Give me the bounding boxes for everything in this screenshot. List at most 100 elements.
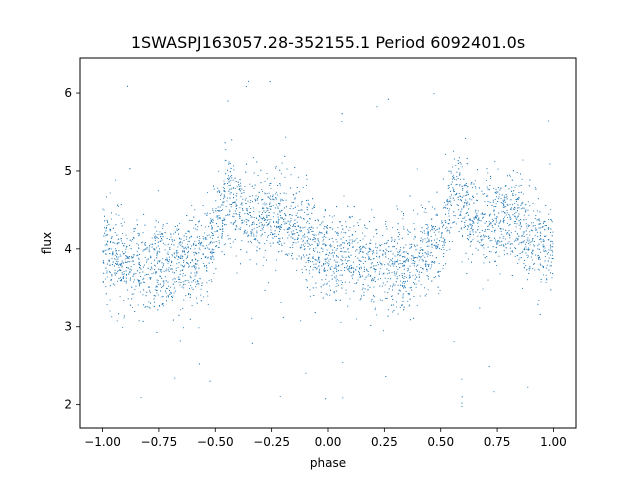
data-point <box>369 250 371 252</box>
data-point <box>358 267 361 269</box>
data-point <box>325 244 327 246</box>
data-point <box>331 265 333 268</box>
data-point <box>301 200 303 202</box>
data-point <box>336 268 338 270</box>
data-point <box>192 288 194 291</box>
data-point <box>317 220 319 222</box>
data-point <box>348 216 350 218</box>
data-point <box>358 272 360 274</box>
data-point <box>211 226 213 228</box>
data-point <box>157 294 159 296</box>
data-point <box>204 238 206 240</box>
data-point <box>495 264 497 267</box>
data-point <box>422 232 424 234</box>
data-point <box>126 85 129 87</box>
data-point <box>462 189 464 191</box>
data-point <box>218 242 220 244</box>
data-point <box>427 234 429 236</box>
data-point <box>388 272 390 274</box>
data-point <box>492 220 494 222</box>
data-point <box>441 232 443 234</box>
data-point <box>336 256 338 258</box>
data-point <box>109 253 111 255</box>
data-point <box>250 240 252 242</box>
data-point <box>506 209 508 212</box>
data-point <box>400 284 402 286</box>
data-point <box>396 278 398 280</box>
data-point <box>211 253 213 255</box>
data-point <box>305 200 308 202</box>
data-point <box>482 288 484 290</box>
data-point <box>111 236 113 238</box>
data-point <box>164 290 167 292</box>
data-point <box>191 287 193 289</box>
data-point <box>297 237 299 239</box>
data-point <box>545 235 547 237</box>
data-point <box>455 184 457 186</box>
data-point <box>272 198 274 200</box>
data-point <box>522 231 524 233</box>
data-point <box>413 283 416 285</box>
data-point <box>495 247 497 249</box>
data-point <box>187 243 189 245</box>
data-point <box>194 209 196 211</box>
data-point <box>316 242 318 244</box>
data-point <box>431 255 433 257</box>
data-point <box>225 160 227 162</box>
data-point <box>229 242 231 245</box>
data-point <box>335 285 337 287</box>
data-point <box>186 262 189 264</box>
data-point <box>290 217 292 220</box>
data-point <box>215 200 217 202</box>
data-point <box>170 243 173 245</box>
data-point <box>212 256 214 258</box>
data-point <box>330 246 332 248</box>
data-point <box>390 265 392 267</box>
data-point <box>499 237 501 239</box>
data-point <box>460 227 462 229</box>
data-point <box>139 253 141 255</box>
data-point <box>521 241 523 243</box>
data-point <box>275 197 277 199</box>
data-point <box>241 204 243 206</box>
data-point <box>284 155 286 157</box>
data-point <box>311 257 314 259</box>
data-point <box>414 246 416 248</box>
data-point <box>266 172 268 174</box>
data-point <box>336 231 338 233</box>
data-point <box>357 257 359 259</box>
data-point <box>513 206 516 209</box>
data-point <box>154 264 156 266</box>
data-point <box>139 291 141 293</box>
data-point <box>339 299 341 301</box>
data-point <box>494 230 496 232</box>
data-point <box>121 251 124 253</box>
data-point <box>508 174 511 176</box>
data-point <box>360 275 362 278</box>
data-point <box>234 201 236 203</box>
data-point <box>379 261 381 263</box>
data-point <box>517 238 519 240</box>
data-point <box>488 229 490 231</box>
data-point <box>444 213 447 215</box>
data-point <box>509 203 511 205</box>
data-point <box>126 273 128 275</box>
data-point <box>502 228 504 230</box>
data-point <box>463 226 465 228</box>
data-point <box>228 177 230 179</box>
data-point <box>412 209 415 211</box>
data-point <box>140 282 142 284</box>
data-point <box>482 214 484 216</box>
data-point <box>520 208 522 210</box>
data-point <box>191 266 193 268</box>
data-point <box>170 268 172 270</box>
data-point <box>193 227 195 229</box>
data-point <box>202 296 205 298</box>
data-point <box>147 273 149 275</box>
data-point <box>340 321 342 323</box>
data-point <box>512 194 514 196</box>
data-point <box>507 242 509 244</box>
data-point <box>277 213 279 215</box>
data-point <box>459 178 461 180</box>
data-point <box>145 305 147 308</box>
